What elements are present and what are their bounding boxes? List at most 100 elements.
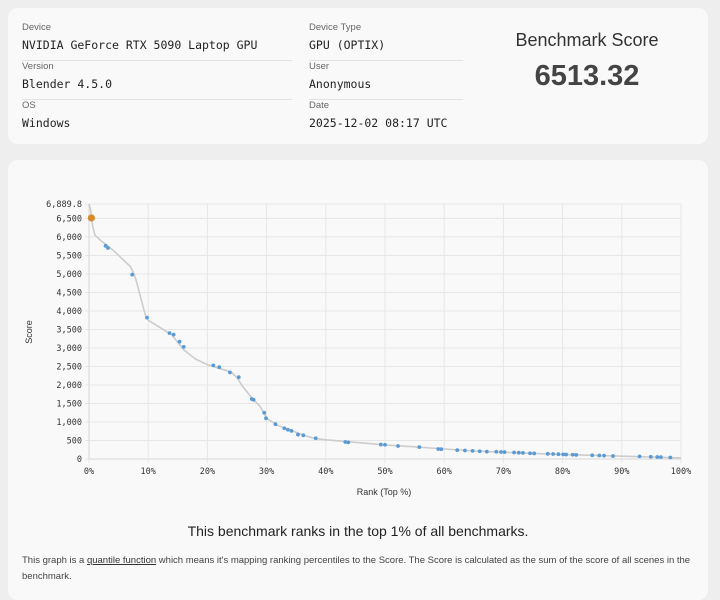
benchmark-point[interactable] — [251, 397, 256, 402]
benchmark-point[interactable] — [106, 246, 110, 250]
benchmark-point[interactable] — [296, 432, 300, 437]
device-type-field: Device Type GPU (OPTIX) — [309, 22, 463, 61]
x-tick-label: 80% — [555, 467, 570, 477]
benchmark-point[interactable] — [455, 448, 460, 453]
benchmark-point[interactable] — [383, 442, 387, 447]
benchmark-point[interactable] — [521, 450, 525, 455]
y-tick-label: 5,500 — [56, 251, 82, 261]
quantile-function-link[interactable]: quantile function — [86, 555, 157, 566]
benchmark-point[interactable] — [282, 426, 287, 431]
benchmark-point[interactable] — [516, 450, 521, 455]
benchmark-point[interactable] — [494, 449, 499, 454]
benchmark-point[interactable] — [545, 451, 550, 456]
version-value: Blender 4.5.0 — [22, 77, 113, 91]
benchmark-point[interactable] — [273, 422, 278, 427]
benchmark-point[interactable] — [564, 452, 569, 457]
graph-footnote: This graph is a quantile function which … — [22, 553, 694, 585]
benchmark-point[interactable] — [286, 427, 290, 432]
benchmark-point[interactable] — [502, 450, 507, 455]
benchmark-point[interactable] — [658, 455, 663, 460]
os-field: OS Windows — [22, 100, 292, 131]
benchmark-point[interactable] — [264, 416, 268, 421]
y-tick-label: 5,000 — [56, 270, 82, 280]
device-field: Device NVIDIA GeForce RTX 5090 Laptop GP… — [22, 22, 292, 61]
benchmark-point[interactable] — [289, 428, 294, 433]
x-tick-label: 0% — [84, 467, 94, 477]
rank-summary: This benchmark ranks in the top 1% of al… — [187, 523, 529, 539]
version-field: Version Blender 4.5.0 — [22, 61, 292, 100]
benchmark-point[interactable] — [532, 451, 537, 456]
chart-grid — [85, 203, 682, 463]
benchmark-point[interactable] — [181, 344, 186, 349]
benchmark-point[interactable] — [236, 375, 241, 380]
benchmark-point[interactable] — [602, 453, 606, 458]
benchmark-point[interactable] — [145, 315, 149, 320]
user-field: User Anonymous — [309, 61, 463, 100]
y-tick-label: 3,000 — [56, 344, 82, 354]
benchmark-point[interactable] — [499, 450, 503, 454]
benchmark-point[interactable] — [227, 370, 232, 375]
benchmark-point[interactable] — [436, 447, 441, 451]
benchmark-point[interactable] — [439, 447, 444, 452]
benchmark-point[interactable] — [470, 448, 475, 453]
y-tick-label: 1,000 — [56, 418, 82, 428]
benchmark-point[interactable] — [668, 455, 673, 460]
y-tick-label: 6,889.8 — [46, 200, 82, 210]
benchmark-point[interactable] — [103, 243, 108, 248]
y-tick-label: 4,000 — [56, 307, 82, 317]
benchmark-point[interactable] — [611, 454, 615, 458]
benchmark-point[interactable] — [574, 453, 579, 457]
device-type-label: Device Type — [309, 22, 362, 33]
y-tick-label: 0 — [77, 455, 82, 465]
x-tick-label: 20% — [200, 467, 215, 477]
benchmark-point[interactable] — [655, 455, 660, 459]
benchmark-info-card: Device NVIDIA GeForce RTX 5090 Laptop GP… — [8, 8, 708, 144]
benchmark-point[interactable] — [171, 332, 176, 337]
benchmark-point[interactable] — [484, 449, 489, 454]
os-label: OS — [22, 100, 36, 111]
benchmark-point[interactable] — [262, 410, 267, 415]
benchmark-point[interactable] — [597, 453, 602, 458]
user-label: User — [309, 61, 330, 72]
benchmark-point[interactable] — [556, 452, 561, 457]
date-value: 2025-12-02 08:17 UTC — [309, 116, 448, 130]
date-label: Date — [309, 100, 330, 111]
footnote-text-before: This graph is a — [22, 555, 87, 566]
x-tick-label: 40% — [318, 467, 333, 477]
x-tick-label: 70% — [496, 467, 511, 477]
x-axis-ticks: 0% 10% 20% 30% 40% 50% 60% 70% 80% 90% 100% — [84, 467, 691, 477]
y-tick-label: 6,500 — [56, 214, 82, 224]
y-axis-title: Score — [24, 320, 34, 344]
benchmark-point[interactable] — [648, 454, 653, 459]
benchmark-point[interactable] — [570, 452, 575, 457]
benchmark-point[interactable] — [313, 436, 318, 441]
benchmark-point[interactable] — [177, 339, 182, 344]
x-tick-label: 60% — [437, 467, 452, 477]
benchmark-point[interactable] — [551, 452, 556, 456]
benchmark-point[interactable] — [561, 452, 566, 457]
benchmark-point[interactable] — [396, 444, 400, 448]
benchmark-point[interactable] — [130, 272, 135, 277]
benchmark-point[interactable] — [378, 442, 383, 447]
benchmark-point[interactable] — [343, 440, 348, 444]
user-value: Anonymous — [309, 77, 372, 91]
benchmark-point[interactable] — [417, 445, 422, 450]
benchmark-point[interactable] — [217, 365, 222, 370]
benchmark-point[interactable] — [167, 331, 172, 336]
y-tick-label: 2,500 — [56, 362, 82, 372]
benchmark-point[interactable] — [528, 451, 532, 456]
current-benchmark-point[interactable] — [87, 214, 95, 222]
benchmark-point[interactable] — [512, 450, 516, 455]
benchmark-point[interactable] — [590, 453, 595, 458]
benchmark-point[interactable] — [477, 449, 482, 454]
y-tick-label: 2,000 — [56, 381, 82, 391]
benchmark-point[interactable] — [463, 448, 467, 453]
benchmark-score-title: Benchmark Score — [515, 30, 659, 50]
device-value: NVIDIA GeForce RTX 5090 Laptop GPU — [22, 38, 258, 52]
benchmark-point[interactable] — [211, 363, 216, 368]
benchmark-point[interactable] — [346, 440, 351, 445]
device-label: Device — [22, 22, 52, 33]
benchmark-point[interactable] — [301, 433, 306, 438]
benchmark-point[interactable] — [637, 454, 642, 459]
quantile-chart: 0 500 1,000 1,500 2,000 2,500 3,000 3,500 4,000 4… — [24, 200, 691, 497]
